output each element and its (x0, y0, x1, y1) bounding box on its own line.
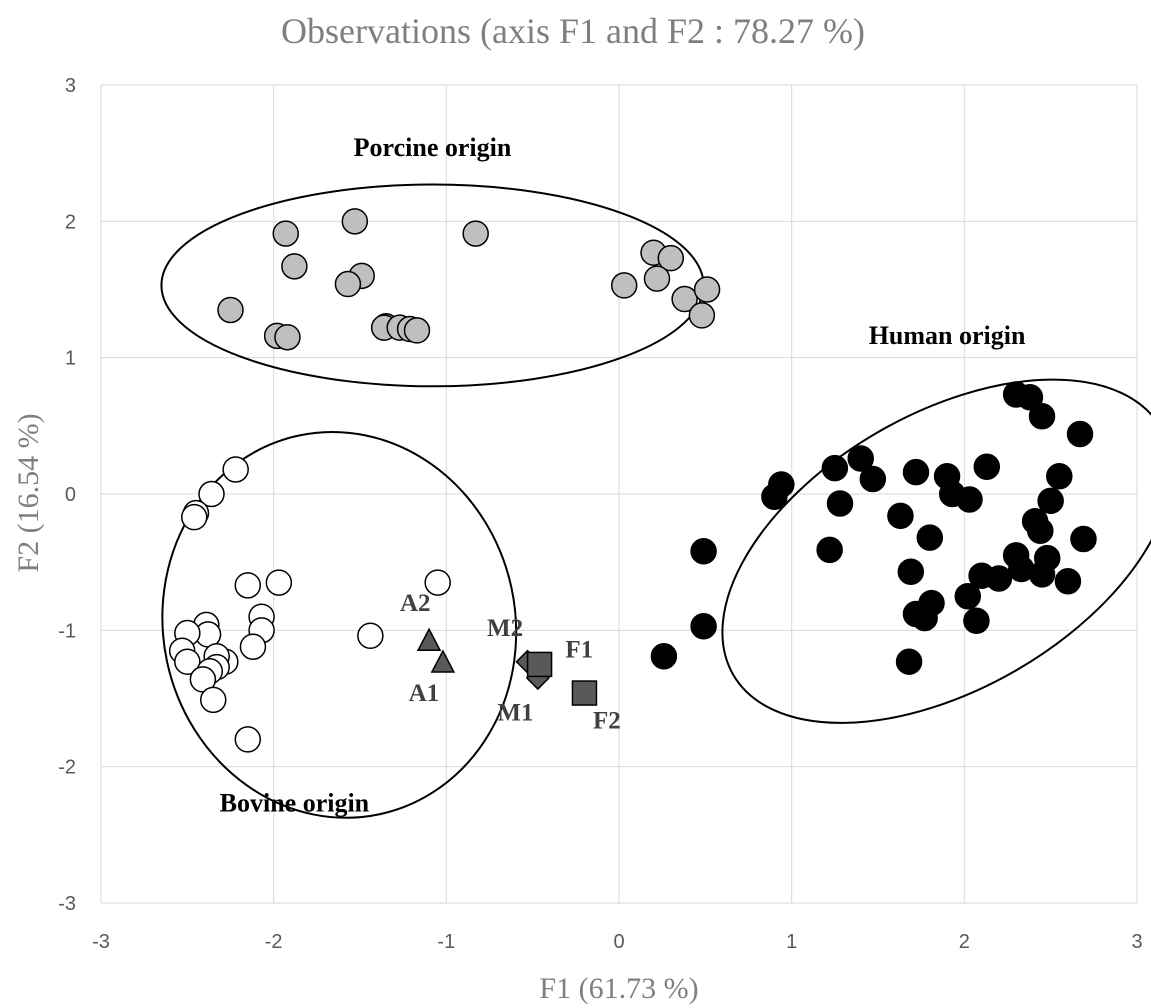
human-point (985, 565, 1013, 592)
human-point (1028, 403, 1056, 430)
porcine-point (462, 220, 489, 247)
human-group-label: Human origin (869, 321, 1026, 350)
human-point (956, 486, 983, 513)
sample-label-m2: M2 (487, 615, 523, 642)
y-tick-label: 3 (65, 75, 76, 97)
bovine-point (174, 648, 201, 675)
sample-marker-a1 (430, 649, 456, 673)
human-point (826, 490, 854, 517)
human-point (973, 453, 1001, 480)
human-point (887, 502, 914, 530)
human-point (1054, 568, 1082, 595)
human-point (911, 604, 938, 632)
porcine-point (671, 285, 698, 313)
x-tick-label: 2 (959, 931, 970, 953)
human-point (895, 648, 923, 675)
x-tick-label: -1 (437, 931, 455, 953)
human-point (859, 465, 887, 493)
human-point (821, 454, 849, 482)
human-point (897, 558, 925, 585)
human-point (1066, 420, 1094, 448)
porcine-group-label: Porcine origin (354, 133, 512, 162)
porcine-point (274, 323, 301, 351)
sample-label-a1: A1 (409, 680, 440, 707)
bovine-point (222, 456, 249, 483)
human-point (1027, 517, 1054, 545)
bovine-point (234, 572, 262, 599)
human-point (761, 483, 788, 510)
bovine-point (265, 569, 293, 596)
porcine-point (403, 317, 431, 344)
human-point (1046, 463, 1073, 490)
human-point (902, 458, 930, 486)
bovine-group-label: Bovine origin (220, 789, 370, 818)
human-point (963, 607, 990, 635)
bovine-point (239, 633, 267, 660)
sample-marker-a2 (416, 627, 442, 651)
y-tick-label: -3 (58, 893, 76, 915)
y-tick-label: 1 (65, 348, 76, 370)
y-axis-label: F2 (16.54 %) (12, 413, 45, 572)
group-ellipses (160, 183, 1151, 819)
sample-label-f1: F1 (565, 637, 593, 664)
porcine-point (693, 276, 721, 303)
human-point (690, 612, 717, 640)
bovine-point (180, 503, 208, 531)
bovine-ellipse (161, 431, 518, 819)
x-tick-label: -3 (92, 931, 110, 953)
porcine-point (334, 270, 362, 298)
porcine-point (657, 244, 685, 272)
annotations: Porcine origin Bovine origin Human origin A… (220, 133, 1026, 818)
human-point (1016, 383, 1044, 411)
sample-label-m1: M1 (497, 699, 533, 726)
porcine-point (272, 220, 300, 247)
bovine-point (424, 569, 451, 596)
tick-labels: -3 -2 -1 0 1 2 3 -3 -2 -1 0 1 2 3 (58, 75, 1142, 953)
bovine-point (234, 726, 262, 753)
x-tick-label: 3 (1131, 931, 1142, 953)
human-point (1070, 525, 1097, 553)
y-tick-label: -2 (58, 757, 76, 779)
human-point (916, 524, 944, 551)
porcine-point (217, 296, 244, 324)
x-tick-label: 1 (786, 931, 797, 953)
human-ellipse (721, 378, 1151, 724)
sample-label-f2: F2 (593, 707, 621, 734)
porcine-point (688, 302, 716, 329)
y-tick-label: -1 (58, 620, 76, 642)
sample-markers (416, 627, 598, 706)
sample-label-a2: A2 (400, 590, 431, 617)
human-point (1028, 561, 1056, 588)
bovine-point (199, 686, 227, 714)
data-points (168, 208, 1097, 753)
chart-title: Observations (axis F1 and F2 : 78.27 %) (281, 11, 865, 51)
porcine-point (341, 208, 369, 235)
sample-marker-f1 (526, 651, 553, 678)
x-tick-label: 0 (613, 931, 624, 953)
human-point (816, 536, 843, 564)
porcine-point (643, 265, 671, 292)
human-point (954, 583, 982, 610)
human-point (1037, 487, 1064, 515)
bovine-point (357, 622, 384, 650)
y-tick-label: 0 (65, 484, 76, 506)
x-axis-label: F1 (61.73 %) (539, 972, 698, 1005)
y-tick-label: 2 (65, 211, 76, 233)
human-point (650, 642, 678, 670)
x-tick-label: -2 (265, 931, 283, 953)
human-point (690, 538, 717, 565)
porcine-point (281, 253, 308, 280)
sample-marker-f2 (571, 680, 598, 706)
human-point (847, 445, 874, 472)
bovine-point (198, 480, 225, 508)
porcine-point (610, 272, 638, 299)
